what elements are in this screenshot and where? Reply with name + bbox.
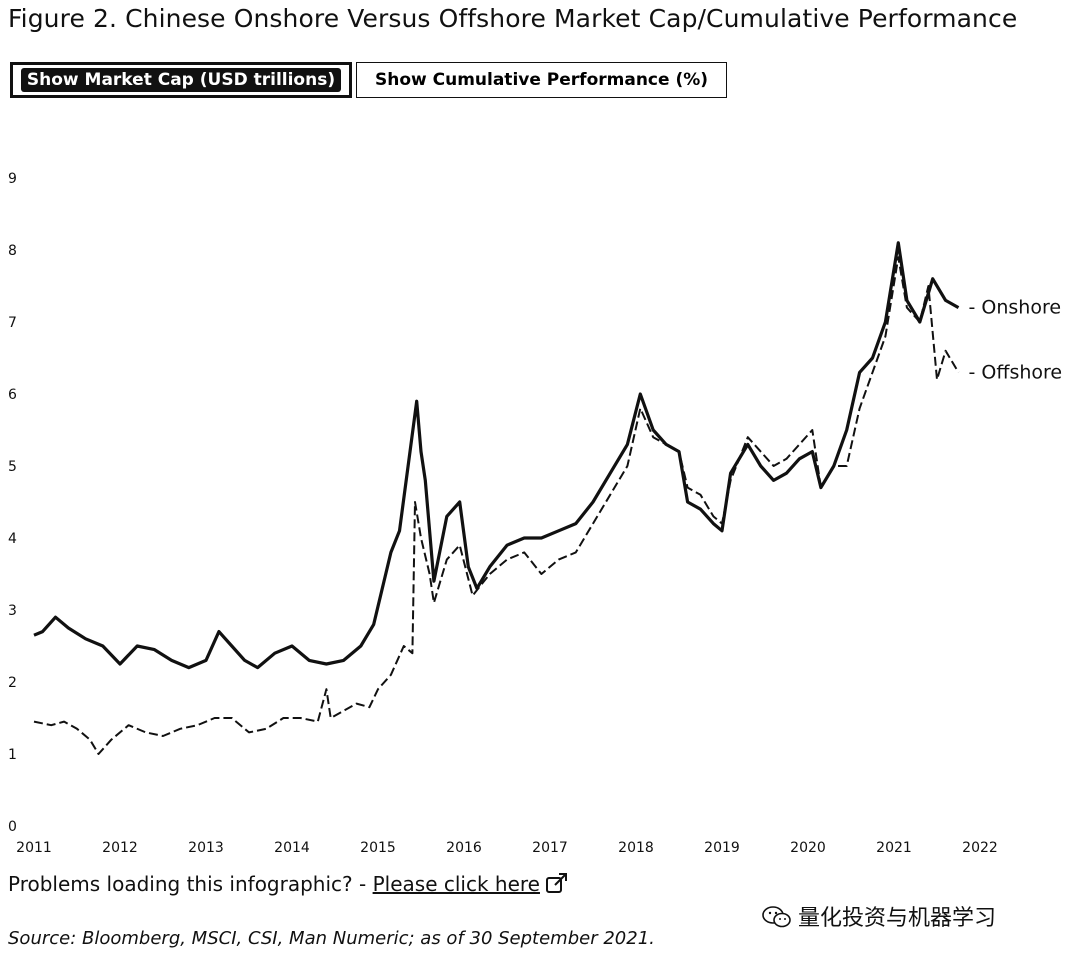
legend-label-onshore: - Onshore [969, 297, 1062, 319]
y-tick-label: 1 [8, 747, 17, 763]
watermark: 量化投资与机器学习 [762, 900, 996, 935]
y-tick-label: 6 [8, 387, 17, 403]
x-tick-label: 2022 [962, 840, 998, 856]
problems-loading-note: Problems loading this infographic? - Ple… [8, 872, 568, 898]
x-tick-label: 2019 [704, 840, 740, 856]
y-tick-label: 8 [8, 243, 17, 259]
x-tick-label: 2018 [618, 840, 654, 856]
y-tick-label: 0 [8, 819, 17, 835]
show-market-cap-label: Show Market Cap (USD trillions) [20, 68, 342, 92]
x-tick-label: 2013 [188, 840, 224, 856]
x-tick-label: 2021 [876, 840, 912, 856]
y-tick-label: 7 [8, 315, 17, 331]
y-axis: 0 1 2 3 4 5 6 7 8 9 [8, 171, 17, 835]
x-tick-label: 2016 [446, 840, 482, 856]
wechat-icon [762, 905, 792, 935]
y-tick-label: 3 [8, 603, 17, 619]
series-line-offshore [33, 256, 960, 755]
x-tick-label: 2017 [532, 840, 568, 856]
x-tick-label: 2012 [102, 840, 138, 856]
please-click-here-link[interactable]: Please click here [372, 872, 540, 896]
problems-prefix: Problems loading this infographic? - [8, 872, 373, 896]
y-tick-label: 9 [8, 171, 17, 187]
watermark-text: 量化投资与机器学习 [798, 906, 997, 931]
y-tick-label: 2 [8, 675, 17, 691]
series-lines [33, 241, 960, 755]
x-tick-label: 2020 [790, 840, 826, 856]
external-link-icon[interactable] [545, 873, 568, 898]
series-line-onshore [33, 241, 960, 670]
y-tick-label: 5 [8, 459, 17, 475]
source-note: Source: Bloomberg, MSCI, CSI, Man Numeri… [8, 928, 655, 949]
show-cumulative-performance-button[interactable]: Show Cumulative Performance (%) [356, 62, 727, 98]
y-tick-label: 4 [8, 531, 17, 547]
legend: - Onshore - Offshore [969, 297, 1063, 384]
x-tick-label: 2015 [360, 840, 396, 856]
show-market-cap-button[interactable]: Show Market Cap (USD trillions) [10, 62, 352, 98]
x-axis: 2011 2012 2013 2014 2015 2016 2017 2018 2019 2020… [16, 840, 998, 856]
legend-label-offshore: - Offshore [969, 361, 1063, 383]
x-tick-label: 2011 [16, 840, 52, 856]
page-title: Figure 2. Chinese Onshore Versus Offshor… [8, 4, 1018, 33]
x-tick-label: 2014 [274, 840, 310, 856]
